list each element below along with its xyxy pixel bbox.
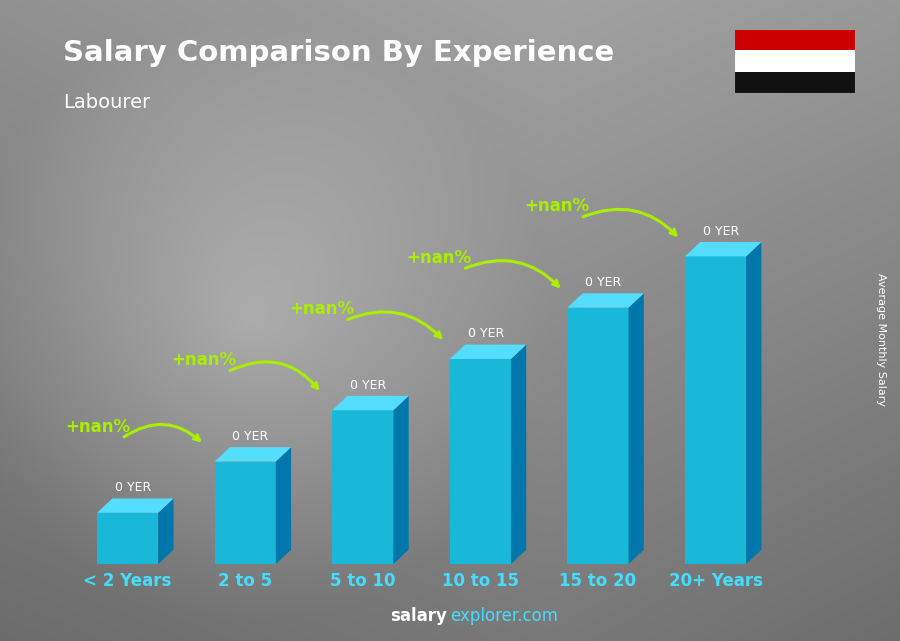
Polygon shape (567, 294, 644, 308)
Polygon shape (332, 396, 409, 410)
Text: Labourer: Labourer (63, 93, 150, 112)
Text: +nan%: +nan% (407, 249, 472, 267)
Bar (97, 513, 158, 564)
Polygon shape (450, 345, 526, 359)
Bar (215, 462, 275, 564)
Polygon shape (685, 242, 761, 256)
Polygon shape (393, 396, 409, 564)
Text: 0 YER: 0 YER (585, 276, 621, 289)
Polygon shape (628, 294, 644, 564)
Polygon shape (215, 447, 291, 462)
Text: +nan%: +nan% (172, 351, 237, 369)
Text: 0 YER: 0 YER (350, 379, 386, 392)
Polygon shape (275, 447, 291, 564)
Text: +nan%: +nan% (524, 197, 590, 215)
Polygon shape (746, 242, 761, 564)
Text: Average Monthly Salary: Average Monthly Salary (877, 273, 886, 406)
Text: 0 YER: 0 YER (468, 328, 504, 340)
Polygon shape (97, 499, 174, 513)
Bar (734, 72, 855, 93)
Text: 0 YER: 0 YER (703, 225, 739, 238)
Bar (685, 256, 746, 564)
Bar (734, 50, 855, 72)
Text: salary: salary (391, 607, 447, 625)
Text: 0 YER: 0 YER (232, 430, 269, 443)
Polygon shape (158, 499, 174, 564)
Polygon shape (511, 345, 526, 564)
Text: +nan%: +nan% (66, 418, 130, 436)
Text: +nan%: +nan% (289, 300, 355, 318)
Bar (450, 359, 511, 564)
Text: explorer.com: explorer.com (450, 607, 558, 625)
Bar (567, 308, 628, 564)
Bar (734, 29, 855, 50)
Text: 0 YER: 0 YER (115, 481, 151, 494)
Bar (332, 410, 393, 564)
Text: Salary Comparison By Experience: Salary Comparison By Experience (63, 39, 614, 67)
